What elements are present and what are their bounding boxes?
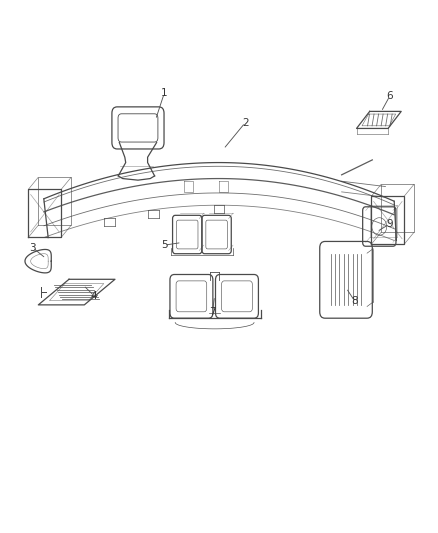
Text: 7: 7 (209, 307, 216, 317)
Text: 9: 9 (386, 219, 393, 229)
Text: 4: 4 (91, 291, 98, 301)
Text: 6: 6 (386, 91, 393, 101)
Text: 8: 8 (351, 296, 358, 306)
Text: 5: 5 (161, 240, 168, 250)
Text: 2: 2 (242, 118, 249, 127)
Text: 1: 1 (161, 88, 168, 98)
Text: 3: 3 (29, 243, 36, 253)
